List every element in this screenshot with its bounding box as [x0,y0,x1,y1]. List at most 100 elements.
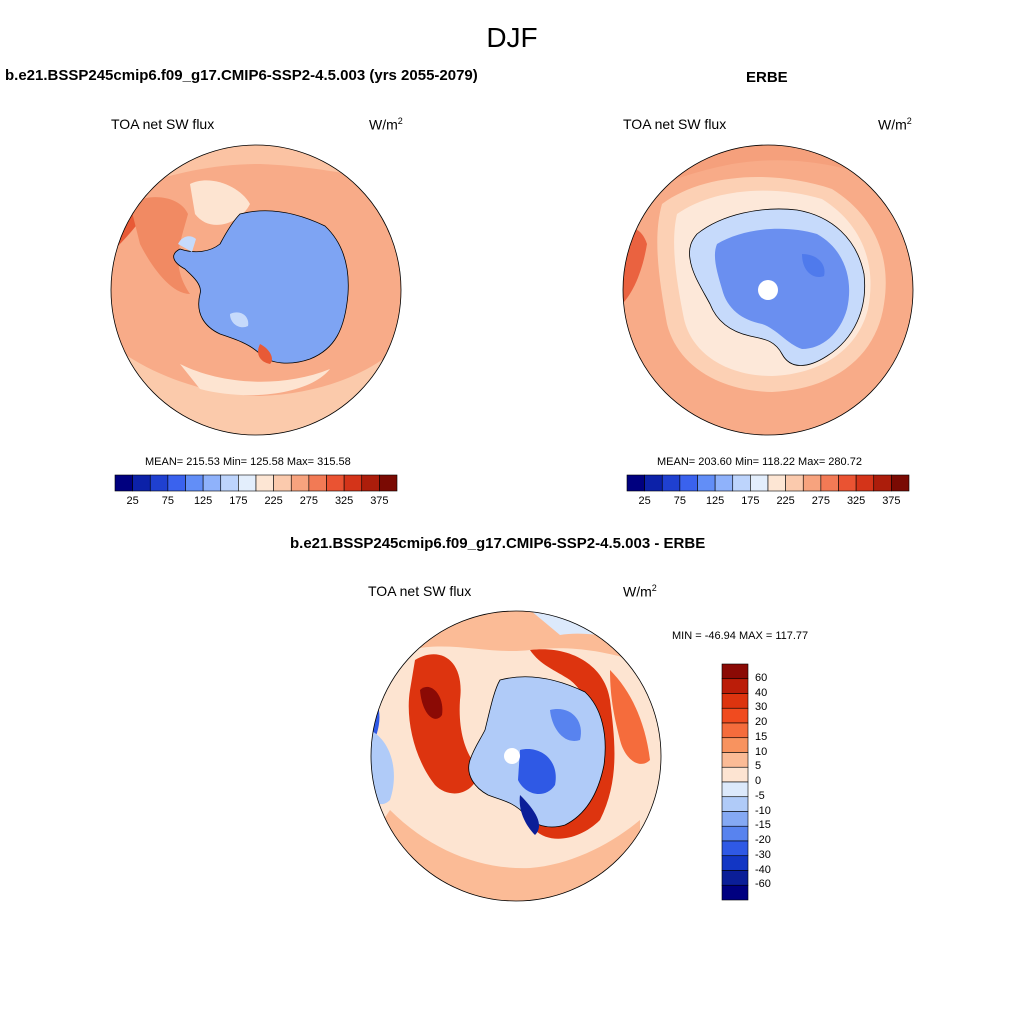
colorbar-tick-label: -5 [755,789,765,802]
colorbar-tick-label: 375 [882,495,901,507]
colorbar-swatch [626,474,645,492]
colorbar-tick-label: 0 [755,775,762,787]
colorbar-swatch [838,474,857,492]
colorbar-tick-label: 125 [705,495,725,507]
colorbar-swatch [721,678,749,694]
colorbar-tick-label: 60 [755,671,768,684]
colorbar-swatch [149,474,169,492]
obs-units-label: W/m2 [878,116,912,133]
colorbar-swatch [820,474,839,492]
colorbar-swatch [220,474,239,492]
colorbar-tick-label: 5 [755,760,762,773]
colorbar-swatch [873,474,892,492]
colorbar-swatch [379,474,398,492]
obs-colorbar [626,474,910,492]
colorbar-tick-label: 75 [673,495,686,507]
model-variable-label: TOA net SW flux [111,116,215,132]
diff-minmax-stats: MIN = -46.94 MAX = 117.77 [672,630,809,642]
colorbar-swatch [721,870,749,886]
colorbar-swatch [721,663,749,680]
colorbar-swatch [732,474,751,492]
model-ice-sheet [173,210,349,364]
model-colorbar [114,474,398,492]
colorbar-tick-label: 30 [755,701,768,714]
obs-map-border [622,144,914,436]
model-units-label: W/m2 [369,116,403,133]
colorbar-swatch [721,811,749,827]
colorbar-tick-label: -15 [755,819,771,832]
diff-units-label: W/m2 [623,583,657,600]
diff-polar-hole [504,748,520,764]
colorbar-tick-label: 40 [755,686,768,699]
colorbar-swatch [721,693,749,709]
colorbar-tick-label: -20 [755,834,771,846]
colorbar-swatch [891,474,910,492]
obs-polar-hole [758,280,778,300]
obs-stats: MEAN= 203.60 Min= 118.22 Max= 280.72 [657,456,862,468]
colorbar-swatch [644,474,663,492]
colorbar-swatch [326,474,345,492]
colorbar-swatch [714,474,734,492]
colorbar-swatch [308,474,327,492]
diff-variable-label: TOA net SW flux [368,583,472,599]
colorbar-tick-label: 175 [229,495,248,507]
colorbar-swatch [721,722,749,739]
colorbar-tick-label: 375 [370,495,389,507]
colorbar-swatch [202,474,222,492]
colorbar-swatch [750,474,769,492]
colorbar-swatch [767,474,786,492]
obs-variable-label: TOA net SW flux [623,116,727,132]
colorbar-swatch [802,474,822,492]
colorbar-tick-label: -10 [755,804,771,817]
colorbar-tick-label: 20 [755,716,768,728]
model-polar-map [110,144,402,436]
colorbar-tick-label: 125 [193,495,213,507]
colorbar-swatch [361,474,380,492]
colorbar-tick-label: 75 [161,495,174,507]
colorbar-swatch [721,840,749,857]
colorbar-tick-label: 175 [741,495,760,507]
colorbar-swatch [273,474,292,492]
colorbar-swatch [721,796,749,812]
colorbar-tick-label: 15 [755,730,768,743]
colorbar-tick-label: 25 [126,495,139,507]
diff-colorbar [721,663,749,901]
colorbar-swatch [661,474,681,492]
colorbar-tick-label: 10 [755,745,768,758]
colorbar-tick-label: -40 [755,863,771,876]
model-map-border [110,144,402,436]
colorbar-tick-label: 275 [299,495,319,507]
diff-map-border [370,610,662,902]
colorbar-swatch [343,474,363,492]
figure-title: DJF [486,22,538,53]
colorbar-swatch [114,474,133,492]
colorbar-swatch [255,474,274,492]
colorbar-tick-label: 325 [334,495,354,507]
model-stats: MEAN= 215.53 Min= 125.58 Max= 315.58 [145,456,351,468]
diff-panel-title: b.e21.BSSP245cmip6.f09_g17.CMIP6-SSP2-4.… [290,535,706,552]
colorbar-swatch [721,752,749,768]
obs-panel-title: ERBE [746,69,788,86]
colorbar-swatch [238,474,257,492]
colorbar-swatch [721,766,749,783]
colorbar-tick-label: 225 [776,495,795,507]
colorbar-tick-label: -60 [755,878,771,891]
colorbar-swatch [721,737,749,753]
obs-polar-map [622,144,914,436]
colorbar-tick-label: 25 [638,495,651,507]
model-panel-title: b.e21.BSSP245cmip6.f09_g17.CMIP6-SSP2-4.… [5,67,478,84]
colorbar-tick-label: 325 [846,495,866,507]
colorbar-swatch [721,884,749,901]
colorbar-swatch [721,707,749,724]
colorbar-swatch [855,474,875,492]
colorbar-tick-label: 275 [811,495,831,507]
colorbar-swatch [721,825,749,842]
colorbar-swatch [132,474,151,492]
colorbar-swatch [679,474,698,492]
colorbar-swatch [721,855,749,871]
colorbar-swatch [697,474,716,492]
colorbar-swatch [721,781,749,798]
colorbar-swatch [290,474,310,492]
diff-polar-map [370,610,662,902]
colorbar-swatch [167,474,186,492]
